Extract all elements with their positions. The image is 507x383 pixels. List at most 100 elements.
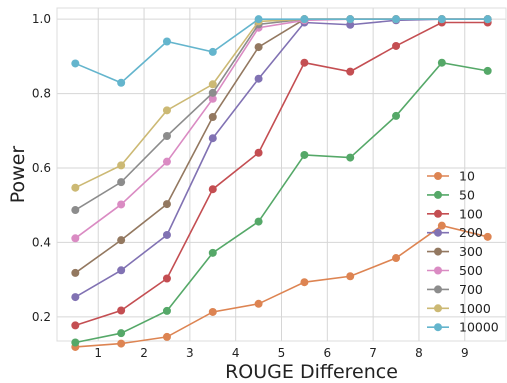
legend-marker — [434, 228, 442, 237]
data-point — [208, 94, 217, 103]
data-point — [162, 274, 171, 283]
legend-entry: 500 — [427, 263, 483, 278]
data-point — [392, 254, 401, 263]
legend-marker — [434, 247, 442, 256]
data-point — [346, 20, 355, 29]
data-point — [117, 339, 126, 348]
data-point — [117, 78, 126, 87]
legend-entry: 200 — [427, 225, 483, 240]
series-line — [75, 21, 488, 327]
data-point — [71, 183, 80, 192]
y-tick-label: 1.0 — [32, 12, 51, 26]
data-point — [117, 178, 126, 187]
legend-label: 10000 — [459, 320, 499, 335]
legend-marker — [434, 266, 442, 275]
data-point — [392, 41, 401, 50]
x-tick-label: 6 — [323, 346, 331, 360]
data-point — [483, 232, 492, 241]
legend-entry: 300 — [427, 244, 483, 259]
x-tick-label: 3 — [186, 346, 194, 360]
data-point — [162, 37, 171, 46]
data-point — [162, 157, 171, 166]
data-point — [300, 58, 309, 67]
legend-entry: 1000 — [427, 301, 491, 316]
series-line — [75, 18, 488, 84]
data-point — [254, 74, 263, 83]
series-layer — [71, 15, 492, 351]
data-point — [117, 306, 126, 315]
data-point — [208, 134, 217, 143]
x-axis-title: ROUGE Difference — [225, 361, 398, 383]
legend-label: 100 — [459, 206, 483, 221]
legend-label: 500 — [459, 263, 483, 278]
legend: 10 50 100 200 300 500 700 1000 10000 — [427, 169, 499, 335]
x-tick-label: 1 — [94, 346, 102, 360]
legend-entry: 100 — [427, 206, 483, 221]
data-point — [254, 43, 263, 52]
data-point — [208, 80, 217, 89]
y-tick-label: 0.6 — [32, 161, 51, 175]
data-point — [300, 150, 309, 159]
legend-entry: 10 — [427, 169, 475, 184]
data-point — [117, 266, 126, 275]
legend-marker — [434, 190, 442, 199]
legend-label: 700 — [459, 282, 483, 297]
data-point — [437, 58, 446, 67]
y-tick-label: 0.4 — [32, 235, 51, 249]
data-point — [208, 47, 217, 56]
data-point — [162, 230, 171, 239]
y-axis-title: Power — [7, 146, 29, 204]
y-tick-label: 0.2 — [32, 310, 51, 324]
data-point — [71, 206, 80, 215]
data-point — [71, 268, 80, 277]
legend-marker — [434, 209, 442, 218]
data-point — [392, 111, 401, 120]
data-point — [208, 88, 217, 97]
data-point — [162, 106, 171, 115]
legend-marker — [434, 323, 442, 332]
data-point — [71, 293, 80, 302]
series-line — [75, 224, 488, 348]
data-point — [437, 15, 446, 24]
series-line — [75, 61, 488, 344]
data-point — [71, 59, 80, 68]
legend-entry: 50 — [427, 187, 475, 202]
x-tick-label: 5 — [278, 346, 286, 360]
legend-marker — [434, 285, 442, 294]
data-point — [254, 148, 263, 157]
tick-labels: 1 2 3 4 5 6 7 8 9 0.2 0.4 0.6 0.8 1.0 — [32, 12, 469, 360]
data-point — [117, 200, 126, 209]
data-point — [117, 329, 126, 338]
data-point — [254, 15, 263, 24]
plot-area-frame — [56, 7, 507, 342]
data-point — [483, 15, 492, 24]
data-point — [346, 67, 355, 76]
data-point — [208, 185, 217, 194]
data-point — [71, 321, 80, 330]
legend-label: 300 — [459, 244, 483, 259]
data-point — [346, 15, 355, 24]
data-point — [162, 131, 171, 140]
legend-label: 200 — [459, 225, 483, 240]
data-point — [162, 200, 171, 209]
data-point — [300, 15, 309, 24]
legend-entry: 700 — [427, 282, 483, 297]
data-point — [71, 234, 80, 243]
legend-label: 1000 — [459, 301, 491, 316]
x-tick-label: 2 — [140, 346, 148, 360]
legend-marker — [434, 172, 442, 180]
data-point — [162, 306, 171, 315]
legend-entry: 10000 — [427, 320, 499, 335]
legend-marker — [434, 304, 442, 313]
data-point — [162, 332, 171, 341]
data-point — [208, 113, 217, 122]
x-tick-label: 8 — [415, 346, 423, 360]
data-point — [117, 161, 126, 170]
series-10 — [71, 221, 492, 351]
series-10000 — [71, 15, 492, 87]
data-point — [208, 307, 217, 316]
data-point — [254, 299, 263, 308]
legend-label: 50 — [459, 187, 475, 202]
data-point — [346, 153, 355, 162]
